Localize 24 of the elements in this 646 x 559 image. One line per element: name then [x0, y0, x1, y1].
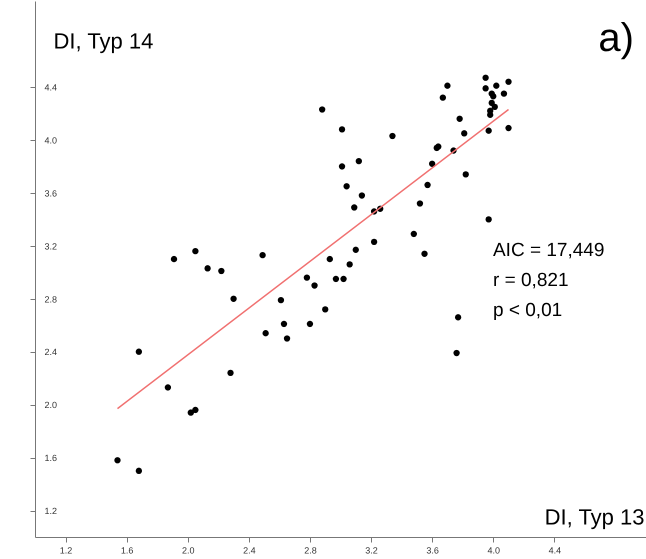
x-tick-label: 3.6: [426, 546, 439, 556]
y-tick-label: 4.4: [44, 82, 58, 93]
y-tick-label: 2.8: [44, 294, 58, 304]
y-tick-label: 4.0: [44, 135, 58, 146]
x-tick-label: 4.0: [487, 546, 500, 556]
x-tick-label: 1.2: [60, 546, 72, 556]
x-axis-title: DI, Typ 13: [544, 504, 644, 530]
annotation: AIC = 17,449: [493, 240, 604, 261]
x-tick-label: 2.4: [243, 546, 256, 556]
y-tick-label: 3.2: [44, 241, 58, 252]
annotation: p < 0,01: [493, 300, 562, 321]
y-tick-label: 2.4: [44, 347, 58, 358]
y-tick-label: 3.6: [44, 188, 58, 198]
x-tick-label: 4.4: [548, 546, 562, 556]
x-tick-label: 2.0: [182, 546, 195, 556]
x-tick-label: 3.2: [365, 546, 378, 556]
annotation: r = 0,821: [493, 270, 569, 291]
annotation: a): [598, 16, 634, 60]
y-tick-label: 1.6: [44, 453, 58, 464]
x-tick-label: 2.8: [304, 546, 317, 556]
y-axis-title: DI, Typ 14: [54, 28, 154, 54]
y-tick-label: 1.2: [44, 506, 58, 516]
x-tick-label: 1.6: [120, 546, 134, 556]
y-tick-label: 2.0: [44, 400, 58, 410]
